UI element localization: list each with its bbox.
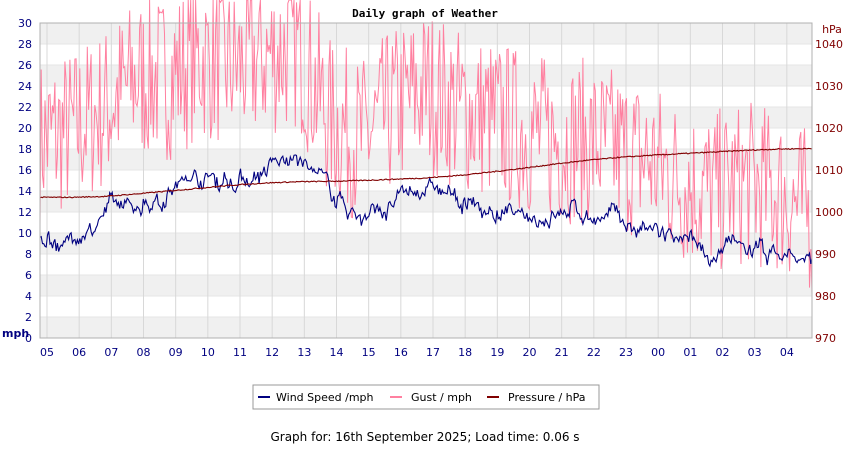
right-tick-label: 970 (815, 332, 836, 345)
legend-box (252, 384, 600, 410)
left-tick-label: 18 (18, 143, 32, 156)
plot-frame (39, 22, 813, 339)
left-tick-label: 24 (18, 80, 32, 93)
x-tick-label: 04 (780, 346, 794, 359)
left-tick-label: 22 (18, 101, 32, 114)
left-tick-label: 16 (18, 164, 32, 177)
legend: Wind Speed /mph Gust / mph Pressure / hPa (252, 384, 600, 410)
x-tick-label: 07 (104, 346, 118, 359)
x-tick-label: 08 (137, 346, 151, 359)
x-tick-label: 17 (426, 346, 440, 359)
x-tick-label: 09 (169, 346, 183, 359)
x-tick-label: 18 (458, 346, 472, 359)
left-tick-label: 30 (18, 17, 32, 30)
right-tick-label: 990 (815, 248, 836, 261)
footer-text: Graph for: 16th September 2025; Load tim… (270, 430, 580, 444)
grid-band (40, 23, 812, 44)
legend-label: Pressure / hPa (508, 391, 586, 404)
x-tick-label: 10 (201, 346, 215, 359)
left-tick-label: 6 (25, 269, 32, 282)
grid-band (40, 191, 812, 212)
x-tick-label: 01 (683, 346, 697, 359)
legend-label: Wind Speed /mph (276, 391, 374, 404)
x-tick-label: 14 (330, 346, 344, 359)
left-tick-label: 0 (25, 332, 32, 345)
x-tick-label: 16 (394, 346, 408, 359)
series-line-gust (39, 0, 813, 294)
x-tick-label: 20 (523, 346, 537, 359)
x-tick-label: 11 (233, 346, 247, 359)
left-tick-label: 14 (18, 185, 32, 198)
right-tick-label: 1040 (815, 38, 843, 51)
grid-band (40, 107, 812, 128)
right-tick-label: 1000 (815, 206, 843, 219)
x-tick-label: 19 (490, 346, 504, 359)
x-tick-label: 06 (72, 346, 86, 359)
right-tick-label: 1030 (815, 80, 843, 93)
right-tick-label: 1010 (815, 164, 843, 177)
vertical-gridlines (46, 23, 788, 338)
x-tick-label: 02 (716, 346, 730, 359)
grid-band (40, 233, 812, 254)
left-tick-label: 20 (18, 122, 32, 135)
x-tick-label: 23 (619, 346, 633, 359)
x-tick-label: 00 (651, 346, 665, 359)
x-tick-label: 15 (362, 346, 376, 359)
left-axis-unit: mph (2, 327, 29, 340)
axes: 0246810121416182022242628309709809901000… (18, 17, 843, 359)
right-axis-unit: hPa (822, 23, 842, 36)
left-tick-label: 12 (18, 206, 32, 219)
series-line-wind (39, 154, 813, 268)
grid-band (40, 317, 812, 338)
right-tick-label: 1020 (815, 122, 843, 135)
x-tick-label: 22 (587, 346, 601, 359)
right-tick-label: 980 (815, 290, 836, 303)
series-lines (39, 0, 813, 294)
left-tick-label: 10 (18, 227, 32, 240)
left-tick-label: 2 (25, 311, 32, 324)
x-tick-label: 03 (748, 346, 762, 359)
grid-band (40, 275, 812, 296)
x-tick-label: 05 (40, 346, 54, 359)
chart-title: Daily graph of Weather (352, 7, 498, 20)
left-tick-label: 28 (18, 38, 32, 51)
x-tick-label: 13 (297, 346, 311, 359)
legend-label: Gust / mph (411, 391, 472, 404)
left-tick-label: 26 (18, 59, 32, 72)
left-tick-label: 8 (25, 248, 32, 261)
x-tick-label: 12 (265, 346, 279, 359)
series-line-pressure (39, 147, 813, 199)
x-tick-label: 21 (555, 346, 569, 359)
left-tick-label: 4 (25, 290, 32, 303)
